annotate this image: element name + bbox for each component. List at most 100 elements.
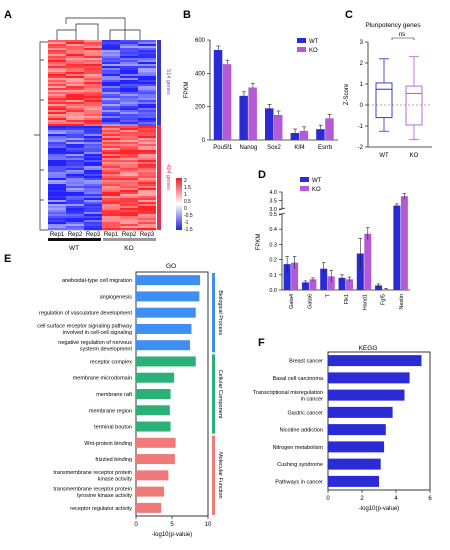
heatmap-cell bbox=[84, 118, 102, 121]
heatmap-cell bbox=[102, 58, 120, 61]
heatmap-cell bbox=[138, 184, 156, 187]
heatmap-cell bbox=[120, 56, 138, 59]
scale-tick: 1.5 bbox=[184, 185, 191, 191]
heatmap-cell bbox=[120, 90, 138, 93]
heatmap-cell bbox=[120, 212, 138, 215]
heatmap-cell bbox=[102, 66, 120, 69]
category-label: receptor regulator activity bbox=[70, 506, 132, 512]
heatmap-cell bbox=[84, 176, 102, 179]
heatmap-cell bbox=[138, 68, 156, 71]
heatmap-cell bbox=[66, 70, 84, 73]
heatmap-cell bbox=[48, 102, 66, 105]
heatmap-cell bbox=[120, 174, 138, 177]
heatmap-cell bbox=[66, 100, 84, 103]
heatmap-cell bbox=[66, 152, 84, 155]
heatmap-cell bbox=[120, 170, 138, 173]
heatmap-cell bbox=[66, 66, 84, 69]
heatmap-cell bbox=[66, 76, 84, 79]
heatmap-cell bbox=[48, 86, 66, 89]
heatmap-cell bbox=[102, 220, 120, 223]
heatmap-cell bbox=[48, 152, 66, 155]
sample-label: Rep1 bbox=[104, 232, 119, 238]
heatmap-cell bbox=[84, 98, 102, 101]
heatmap-cell bbox=[66, 94, 84, 97]
heatmap-cell bbox=[138, 136, 156, 139]
heatmap-cell bbox=[102, 84, 120, 87]
heatmap-cell bbox=[102, 52, 120, 55]
group-bar-ko bbox=[103, 238, 156, 241]
heatmap-cell bbox=[66, 64, 84, 67]
heatmap-cell bbox=[66, 80, 84, 83]
heatmap-cell bbox=[120, 186, 138, 189]
heatmap-cell bbox=[48, 78, 66, 81]
heatmap-cell bbox=[84, 170, 102, 173]
heatmap-cell bbox=[48, 216, 66, 219]
heatmap-cell bbox=[102, 62, 120, 65]
heatmap-cell bbox=[138, 50, 156, 53]
heatmap-cell bbox=[120, 214, 138, 217]
bar bbox=[400, 196, 408, 290]
heatmap-cell bbox=[102, 70, 120, 73]
heatmap-cell bbox=[138, 94, 156, 97]
heatmap-cell bbox=[66, 208, 84, 211]
heatmap-cell bbox=[102, 224, 120, 227]
heatmap-cell bbox=[138, 218, 156, 221]
panel-label-a: A bbox=[4, 9, 12, 21]
heatmap-cell bbox=[120, 96, 138, 99]
heatmap-cell bbox=[84, 132, 102, 135]
heatmap-cell bbox=[120, 138, 138, 141]
bar bbox=[309, 279, 317, 290]
heatmap-cell bbox=[138, 112, 156, 115]
heatmap-cell bbox=[48, 52, 66, 55]
bar bbox=[328, 406, 393, 418]
category-label: Transcriptional misregulation bbox=[253, 390, 323, 396]
chart-f-title: KEGG bbox=[359, 345, 378, 352]
heatmap-cell bbox=[120, 70, 138, 73]
heatmap-cell bbox=[120, 110, 138, 113]
x-tick-label: T bbox=[326, 293, 332, 297]
heatmap-cell bbox=[120, 210, 138, 213]
heatmap-cell bbox=[120, 208, 138, 211]
heatmap-cell bbox=[66, 124, 84, 127]
heatmap-cell bbox=[138, 106, 156, 109]
heatmap-cell bbox=[48, 110, 66, 113]
heatmap-cell bbox=[84, 64, 102, 67]
heatmap-cell bbox=[66, 144, 84, 147]
heatmap-cell bbox=[138, 164, 156, 167]
significance-label: ns bbox=[399, 32, 405, 38]
heatmap-cell bbox=[66, 190, 84, 193]
bar bbox=[136, 389, 171, 399]
heatmap-cell bbox=[102, 74, 120, 77]
heatmap-cell bbox=[120, 104, 138, 107]
heatmap-cell bbox=[48, 148, 66, 151]
bar bbox=[136, 340, 190, 351]
category-label: transmembrane receptor protein bbox=[53, 486, 132, 492]
x-tick-label: 0 bbox=[134, 522, 138, 528]
heatmap-cell bbox=[84, 144, 102, 147]
cluster-label-424: 424 genes bbox=[165, 164, 171, 190]
bar bbox=[356, 253, 364, 290]
heatmap-cell bbox=[138, 176, 156, 179]
category-label: transmembrane receptor protein bbox=[53, 470, 132, 476]
heatmap-cell bbox=[66, 214, 84, 217]
heatmap-cell bbox=[120, 192, 138, 195]
heatmap-cell bbox=[102, 200, 120, 203]
heatmap-cell bbox=[66, 90, 84, 93]
heatmap-cell bbox=[84, 56, 102, 59]
heatmap-cell bbox=[120, 122, 138, 125]
heatmap-cell bbox=[120, 86, 138, 89]
heatmap-cell bbox=[138, 60, 156, 63]
heatmap-cell bbox=[120, 116, 138, 119]
sample-label: Rep1 bbox=[50, 232, 65, 238]
heatmap-cell bbox=[102, 132, 120, 135]
heatmap-cell bbox=[138, 46, 156, 49]
heatmap-cell bbox=[120, 204, 138, 207]
x-tick-label: 5 bbox=[170, 522, 174, 528]
heatmap-cell bbox=[48, 168, 66, 171]
heatmap-cell bbox=[120, 128, 138, 131]
heatmap-cell bbox=[84, 166, 102, 169]
heatmap-cell bbox=[138, 128, 156, 131]
sample-label: Rep3 bbox=[86, 232, 101, 238]
heatmap-cell bbox=[66, 60, 84, 63]
heatmap-cell bbox=[120, 228, 138, 231]
